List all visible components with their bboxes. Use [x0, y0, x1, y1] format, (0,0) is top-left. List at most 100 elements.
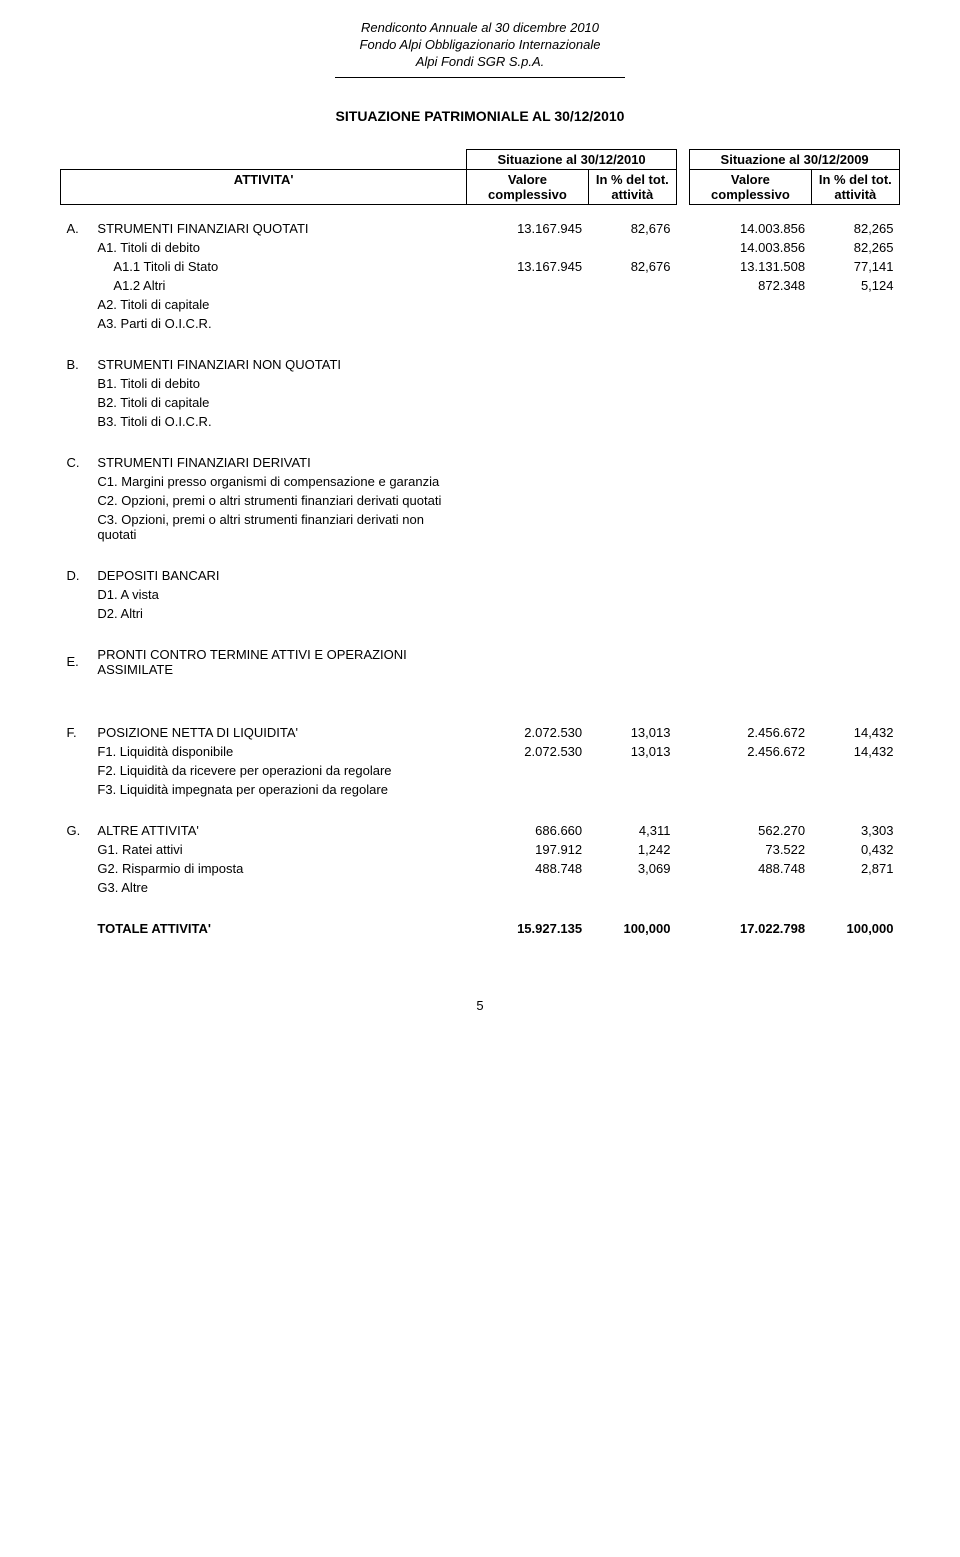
- row-letter: D.: [61, 566, 92, 585]
- cell: 2.072.530: [467, 723, 588, 742]
- cell: [467, 238, 588, 257]
- attivita-header: ATTIVITA': [61, 169, 467, 204]
- table-row: A1.2 Altri 872.348 5,124: [61, 276, 900, 295]
- cell: 82,676: [588, 257, 676, 276]
- table-row: B1. Titoli di debito: [61, 374, 900, 393]
- row-letter: G.: [61, 821, 92, 840]
- table-row: F2. Liquidità da ricevere per operazioni…: [61, 761, 900, 780]
- cell: 13,013: [588, 723, 676, 742]
- row-label: C2. Opzioni, premi o altri strumenti fin…: [91, 491, 466, 510]
- row-label: B2. Titoli di capitale: [91, 393, 466, 412]
- cell: 82,265: [811, 238, 899, 257]
- table-row: A. STRUMENTI FINANZIARI QUOTATI 13.167.9…: [61, 219, 900, 238]
- table-row: A1.1 Titoli di Stato 13.167.945 82,676 1…: [61, 257, 900, 276]
- table-row: F3. Liquidità impegnata per operazioni d…: [61, 780, 900, 799]
- row-letter: C.: [61, 453, 92, 472]
- col-valore-1: Valore complessivo: [467, 169, 588, 204]
- row-label: F2. Liquidità da ricevere per operazioni…: [91, 761, 466, 780]
- cell: 0,432: [811, 840, 899, 859]
- table-row: G1. Ratei attivi 197.912 1,242 73.522 0,…: [61, 840, 900, 859]
- table-row: C3. Opzioni, premi o altri strumenti fin…: [61, 510, 900, 544]
- table-row: D1. A vista: [61, 585, 900, 604]
- cell: 2.456.672: [690, 723, 811, 742]
- table-row: E. PRONTI CONTRO TERMINE ATTIVI E OPERAZ…: [61, 645, 900, 679]
- header-line-1: Rendiconto Annuale al 30 dicembre 2010: [60, 20, 900, 37]
- cell: 15.927.135: [467, 919, 588, 938]
- cell: 197.912: [467, 840, 588, 859]
- row-label: G3. Altre: [91, 878, 466, 897]
- row-label: D2. Altri: [91, 604, 466, 623]
- cell: 686.660: [467, 821, 588, 840]
- total-label: TOTALE ATTIVITA': [91, 919, 466, 938]
- cell: 2,871: [811, 859, 899, 878]
- row-label: F3. Liquidità impegnata per operazioni d…: [91, 780, 466, 799]
- doc-header: Rendiconto Annuale al 30 dicembre 2010 F…: [60, 20, 900, 71]
- row-letter: B.: [61, 355, 92, 374]
- cell: 13.167.945: [467, 257, 588, 276]
- table-row: G. ALTRE ATTIVITA' 686.660 4,311 562.270…: [61, 821, 900, 840]
- table-row: B. STRUMENTI FINANZIARI NON QUOTATI: [61, 355, 900, 374]
- page-title: SITUAZIONE PATRIMONIALE AL 30/12/2010: [60, 108, 900, 124]
- cell: [467, 276, 588, 295]
- cell: 73.522: [690, 840, 811, 859]
- row-label: POSIZIONE NETTA DI LIQUIDITA': [91, 723, 466, 742]
- cell: 14.003.856: [690, 238, 811, 257]
- cell: 14,432: [811, 723, 899, 742]
- row-label: F1. Liquidità disponibile: [91, 742, 466, 761]
- table-row-total: TOTALE ATTIVITA' 15.927.135 100,000 17.0…: [61, 919, 900, 938]
- cell: 13.167.945: [467, 219, 588, 238]
- row-label: STRUMENTI FINANZIARI NON QUOTATI: [91, 355, 466, 374]
- cell: 17.022.798: [690, 919, 811, 938]
- row-label: A1.1 Titoli di Stato: [91, 257, 466, 276]
- table-row: G2. Risparmio di imposta 488.748 3,069 4…: [61, 859, 900, 878]
- period-2-header: Situazione al 30/12/2009: [690, 149, 900, 169]
- cell: 3,303: [811, 821, 899, 840]
- cell: 14,432: [811, 742, 899, 761]
- row-label: A2. Titoli di capitale: [91, 295, 466, 314]
- cell: 872.348: [690, 276, 811, 295]
- cell: 5,124: [811, 276, 899, 295]
- cell: 2.456.672: [690, 742, 811, 761]
- table-row: C1. Margini presso organismi di compensa…: [61, 472, 900, 491]
- cell: 488.748: [690, 859, 811, 878]
- cell: 488.748: [467, 859, 588, 878]
- table-row: F. POSIZIONE NETTA DI LIQUIDITA' 2.072.5…: [61, 723, 900, 742]
- cell: 1,242: [588, 840, 676, 859]
- table-row: C2. Opzioni, premi o altri strumenti fin…: [61, 491, 900, 510]
- table-row: F1. Liquidità disponibile 2.072.530 13,0…: [61, 742, 900, 761]
- row-label: STRUMENTI FINANZIARI QUOTATI: [91, 219, 466, 238]
- row-label: DEPOSITI BANCARI: [91, 566, 466, 585]
- row-label: STRUMENTI FINANZIARI DERIVATI: [91, 453, 466, 472]
- row-label: C1. Margini presso organismi di compensa…: [91, 472, 466, 491]
- table-row: ATTIVITA' Valore complessivo In % del to…: [61, 169, 900, 204]
- cell: [588, 238, 676, 257]
- table-row: G3. Altre: [61, 878, 900, 897]
- row-label: G1. Ratei attivi: [91, 840, 466, 859]
- cell: 82,265: [811, 219, 899, 238]
- row-label: PRONTI CONTRO TERMINE ATTIVI E OPERAZION…: [91, 645, 466, 679]
- page: Rendiconto Annuale al 30 dicembre 2010 F…: [0, 0, 960, 1053]
- row-label: A1. Titoli di debito: [91, 238, 466, 257]
- cell: 4,311: [588, 821, 676, 840]
- table-row: B2. Titoli di capitale: [61, 393, 900, 412]
- header-underline: [335, 77, 625, 78]
- col-pct-1: In % del tot. attività: [588, 169, 676, 204]
- col-pct-2: In % del tot. attività: [811, 169, 899, 204]
- table-row: B3. Titoli di O.I.C.R.: [61, 412, 900, 431]
- row-letter: E.: [61, 645, 92, 679]
- cell: 14.003.856: [690, 219, 811, 238]
- table-row: D2. Altri: [61, 604, 900, 623]
- table-row: Situazione al 30/12/2010 Situazione al 3…: [61, 149, 900, 169]
- cell: 100,000: [811, 919, 899, 938]
- header-line-2: Fondo Alpi Obbligazionario Internazional…: [60, 37, 900, 54]
- row-letter: F.: [61, 723, 92, 742]
- cell: 562.270: [690, 821, 811, 840]
- cell: 13.131.508: [690, 257, 811, 276]
- cell: 82,676: [588, 219, 676, 238]
- row-letter: A.: [61, 219, 92, 238]
- row-label: G2. Risparmio di imposta: [91, 859, 466, 878]
- col-valore-2: Valore complessivo: [690, 169, 811, 204]
- row-label: D1. A vista: [91, 585, 466, 604]
- period-1-header: Situazione al 30/12/2010: [467, 149, 677, 169]
- row-label: ALTRE ATTIVITA': [91, 821, 466, 840]
